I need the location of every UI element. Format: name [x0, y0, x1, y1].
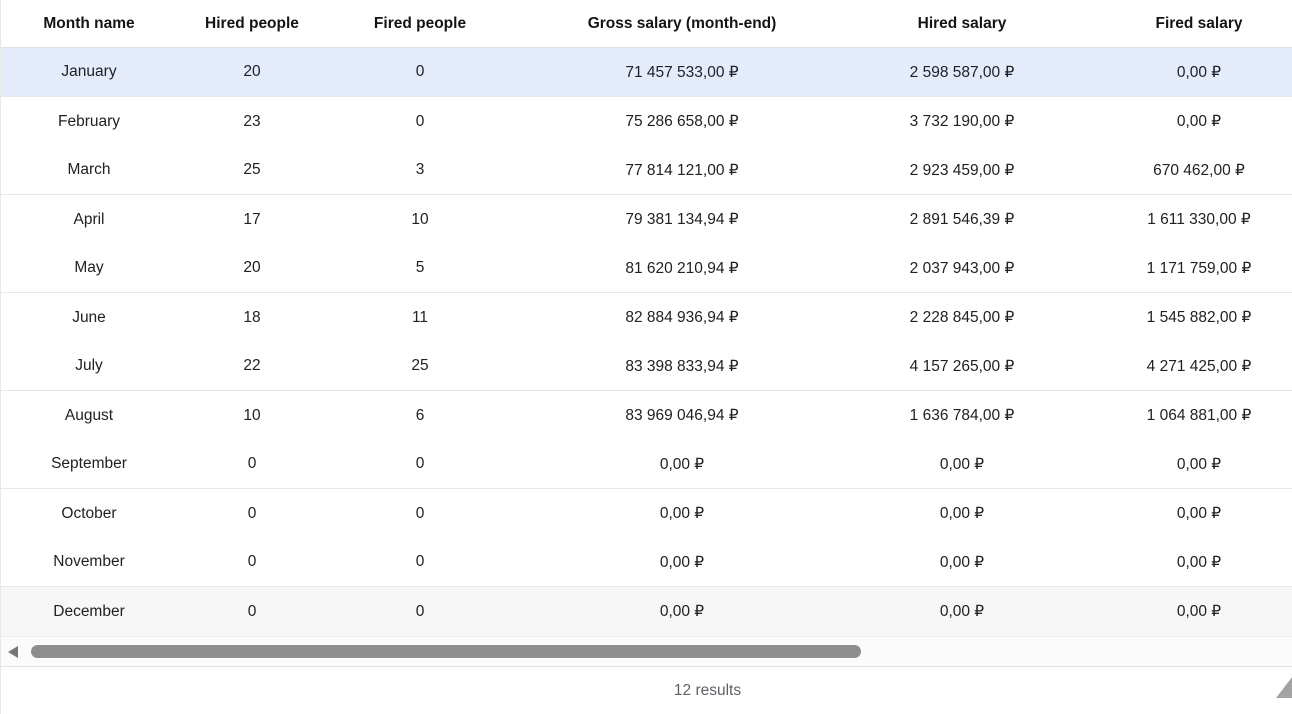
- cell-hired: 0: [247, 602, 257, 620]
- cell-fired: 6: [415, 406, 425, 424]
- cell-hired_salary: 0,00 ₽: [939, 553, 985, 571]
- cell-fired_salary: 0,00 ₽: [1176, 455, 1222, 473]
- cell-hired_salary: 3 732 190,00 ₽: [909, 113, 1015, 130]
- table-row[interactable]: June 18 11 82 884 936,94 ₽ 2 228 845,00 ₽ 1 5…: [1, 293, 1292, 342]
- cell-gross: 83 969 046,94 ₽: [625, 407, 739, 424]
- table-row[interactable]: January 20 0 71 457 533,00 ₽ 2 598 587,00 ₽ 0…: [1, 48, 1292, 97]
- table-row[interactable]: April 17 10 79 381 134,94 ₽ 2 891 546,39 ₽ 1 …: [1, 195, 1292, 244]
- cell-hired: 18: [243, 308, 261, 326]
- cell-hired_salary: 2 891 546,39 ₽: [909, 211, 1015, 228]
- table-row[interactable]: July 22 25 83 398 833,94 ₽ 4 157 265,00 ₽ 4 2…: [1, 342, 1292, 391]
- cell-hired: 0: [247, 553, 257, 570]
- table-body: January 20 0 71 457 533,00 ₽ 2 598 587,00 ₽ 0…: [1, 48, 1292, 636]
- cell-hired_salary: 2 228 845,00 ₽: [909, 309, 1015, 326]
- cell-hired: 20: [243, 63, 261, 80]
- cell-fired_salary: 1 611 330,00 ₽: [1147, 211, 1251, 228]
- cell-gross: 0,00 ₽: [659, 455, 705, 473]
- cell-hired: 22: [243, 357, 261, 374]
- cell-hired_salary: 4 157 265,00 ₽: [909, 357, 1015, 375]
- table-row[interactable]: November 0 0 0,00 ₽ 0,00 ₽ 0,00 ₽: [1, 538, 1292, 587]
- column-header-hired[interactable]: Hired people: [205, 14, 299, 32]
- cell-hired_salary: 2 037 943,00 ₽: [909, 259, 1015, 277]
- cell-fired: 0: [415, 504, 425, 522]
- column-header-month[interactable]: Month name: [43, 14, 135, 32]
- cell-fired_salary: 0,00 ₽: [1176, 603, 1222, 620]
- cell-gross: 0,00 ₽: [659, 553, 705, 571]
- cell-month: August: [64, 406, 114, 424]
- cell-fired: 0: [415, 112, 425, 130]
- cell-fired_salary: 0,00 ₽: [1176, 113, 1222, 130]
- cell-gross: 77 814 121,00 ₽: [625, 161, 739, 179]
- cell-hired: 0: [247, 455, 257, 472]
- results-count: 12 results: [673, 681, 742, 699]
- cell-fired_salary: 4 271 425,00 ₽: [1146, 357, 1252, 375]
- status-bar: 12 results: [1, 667, 1292, 714]
- resize-grip-icon[interactable]: [1276, 677, 1292, 698]
- table-row[interactable]: October 0 0 0,00 ₽ 0,00 ₽ 0,00 ₽: [1, 489, 1292, 538]
- cell-month: October: [61, 504, 117, 522]
- cell-hired: 20: [243, 259, 261, 276]
- cell-fired: 0: [415, 553, 425, 570]
- cell-hired: 17: [243, 210, 261, 228]
- cell-hired_salary: 1 636 784,00 ₽: [909, 407, 1015, 424]
- cell-gross: 0,00 ₽: [659, 603, 705, 620]
- column-header-hired_salary[interactable]: Hired salary: [917, 14, 1007, 32]
- cell-fired: 0: [415, 602, 425, 620]
- cell-fired: 25: [411, 357, 429, 374]
- cell-fired: 0: [415, 455, 425, 472]
- table-header-row: Month name Hired people Fired people Gross …: [1, 0, 1292, 48]
- cell-month: April: [73, 210, 105, 228]
- column-header-fired_salary[interactable]: Fired salary: [1155, 14, 1243, 32]
- cell-month: June: [72, 308, 106, 326]
- cell-fired: 10: [411, 210, 429, 228]
- column-header-gross[interactable]: Gross salary (month-end): [587, 14, 777, 32]
- cell-fired_salary: 670 462,00 ₽: [1153, 161, 1245, 179]
- cell-fired_salary: 1 545 882,00 ₽: [1146, 309, 1252, 326]
- cell-hired: 23: [243, 112, 261, 130]
- cell-hired_salary: 2 923 459,00 ₽: [909, 161, 1015, 179]
- cell-hired_salary: 2 598 587,00 ₽: [909, 63, 1015, 81]
- cell-month: February: [57, 112, 121, 130]
- cell-gross: 75 286 658,00 ₽: [625, 113, 739, 130]
- cell-fired_salary: 1 064 881,00 ₽: [1146, 407, 1252, 424]
- table-row[interactable]: May 20 5 81 620 210,94 ₽ 2 037 943,00 ₽ 1 171…: [1, 244, 1292, 293]
- table-row[interactable]: February 23 0 75 286 658,00 ₽ 3 732 190,00 ₽…: [1, 97, 1292, 146]
- table-row[interactable]: December 0 0 0,00 ₽ 0,00 ₽ 0,00 ₽: [1, 587, 1292, 636]
- cell-fired: 0: [415, 63, 425, 80]
- cell-gross: 81 620 210,94 ₽: [625, 259, 739, 277]
- cell-month: July: [75, 357, 103, 374]
- cell-gross: 83 398 833,94 ₽: [625, 357, 739, 375]
- cell-fired_salary: 1 171 759,00 ₽: [1146, 259, 1252, 277]
- cell-hired: 0: [247, 504, 257, 522]
- cell-hired_salary: 0,00 ₽: [939, 603, 985, 620]
- cell-month: November: [53, 553, 125, 570]
- cell-hired_salary: 0,00 ₽: [939, 455, 985, 473]
- horizontal-scrollbar[interactable]: [1, 636, 1292, 667]
- table-row[interactable]: March 25 3 77 814 121,00 ₽ 2 923 459,00 ₽ 670…: [1, 146, 1292, 195]
- cell-month: May: [74, 259, 104, 276]
- cell-hired: 25: [243, 161, 261, 178]
- table-row[interactable]: August 10 6 83 969 046,94 ₽ 1 636 784,00 ₽ 1 …: [1, 391, 1292, 440]
- cell-month: January: [61, 63, 117, 80]
- cell-month: September: [51, 455, 127, 472]
- cell-fired_salary: 0,00 ₽: [1176, 505, 1222, 522]
- cell-gross: 71 457 533,00 ₽: [625, 63, 739, 81]
- cell-hired: 10: [243, 406, 261, 424]
- cell-gross: 82 884 936,94 ₽: [625, 309, 739, 326]
- table-row[interactable]: September 0 0 0,00 ₽ 0,00 ₽ 0,00 ₽: [1, 440, 1292, 489]
- cell-fired_salary: 0,00 ₽: [1176, 553, 1222, 571]
- cell-fired: 3: [415, 161, 425, 178]
- scrollbar-thumb[interactable]: [31, 645, 861, 658]
- cell-fired: 11: [411, 308, 429, 326]
- column-header-fired[interactable]: Fired people: [373, 14, 467, 32]
- cell-gross: 0,00 ₽: [659, 505, 705, 522]
- cell-fired_salary: 0,00 ₽: [1176, 63, 1222, 81]
- cell-month: March: [67, 161, 111, 178]
- scroll-left-arrow-icon[interactable]: [8, 646, 18, 658]
- cell-hired_salary: 0,00 ₽: [939, 505, 985, 522]
- cell-gross: 79 381 134,94 ₽: [625, 211, 739, 228]
- cell-month: December: [53, 602, 125, 620]
- cell-fired: 5: [415, 259, 425, 276]
